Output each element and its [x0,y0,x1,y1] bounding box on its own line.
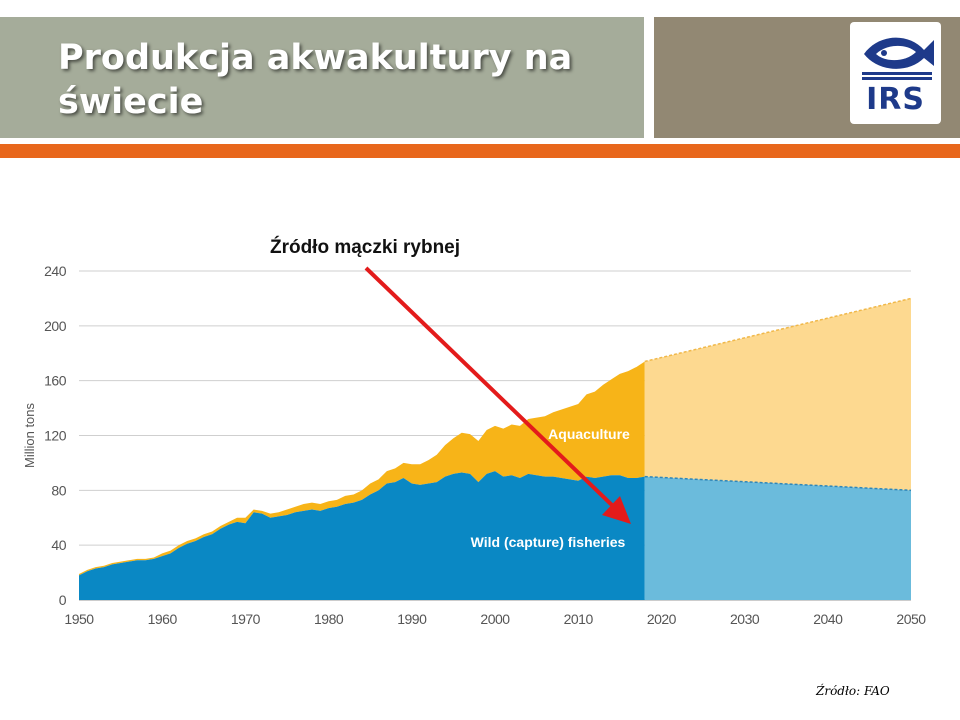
capture-projected-area [644,476,911,600]
y-tick-label: 0 [59,592,67,608]
y-axis-label: Million tons [22,402,37,468]
x-tick-label: 2020 [647,611,677,627]
logo-text: IRS [866,82,925,117]
x-tick-label: 1950 [64,611,94,627]
y-tick-label: 80 [51,482,66,498]
y-tick-label: 240 [44,263,67,279]
y-tick-label: 200 [44,318,67,334]
x-tick-label: 1970 [231,611,261,627]
annotation-arrow [364,266,618,511]
irs-logo: IRS [850,22,941,124]
fish-logo-icon [862,37,934,80]
x-tick-label: 1960 [148,611,178,627]
source-note: Źródło: FAO [816,684,890,698]
y-tick-label: 160 [44,373,67,389]
x-tick-label: 2030 [730,611,760,627]
annotation-arrowhead [602,496,631,524]
x-tick-label: 2010 [564,611,594,627]
y-tick-label: 120 [44,428,67,444]
aquaculture-projected-area [644,298,911,491]
aquaculture-projection-line [644,297,912,363]
aquaculture-label: Aquaculture [548,426,630,442]
capture-projection-line [644,475,912,492]
accent-rule [0,144,960,158]
capture-label: Wild (capture) fisheries [471,534,626,550]
x-tick-label: 1980 [314,611,344,627]
x-tick-label: 1990 [397,611,427,627]
title-bar [0,17,644,138]
aquaculture-area [79,361,645,576]
production-chart: 0 40 80 120 160 200 240 Million tons 1950 1960 197… [22,236,927,627]
capture-area [79,471,645,600]
y-tick-label: 40 [51,537,66,553]
slide-title: Produkcja akwakultury na świecie [58,38,573,122]
x-tick-label: 2040 [813,611,843,627]
fishmeal-annotation: Źródło mączki rybnej [270,236,460,258]
x-tick-label: 2000 [480,611,510,627]
x-tick-label: 2050 [896,611,926,627]
